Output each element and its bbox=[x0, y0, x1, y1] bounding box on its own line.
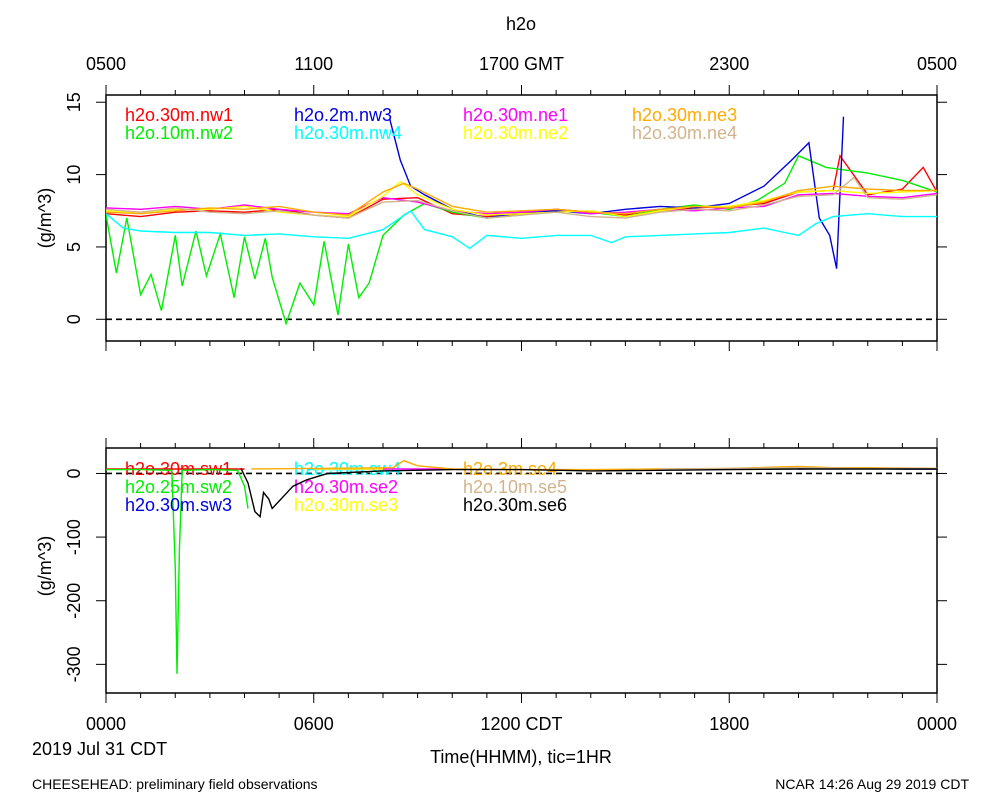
bottom-axis-tick-label: 0000 bbox=[86, 714, 126, 734]
top-axis-tick-label: 0500 bbox=[86, 54, 126, 74]
top-panel-y-axis-label: (g/m^3) bbox=[35, 188, 55, 248]
legend-entry-h2o.30m.se3: h2o.30m.se3 bbox=[294, 495, 398, 515]
footer-right-text: NCAR 14:26 Aug 29 2019 CDT bbox=[775, 776, 969, 792]
bottom-axis-tick-label: 0600 bbox=[294, 714, 334, 734]
series-line-h2o.25m.sw2 bbox=[106, 468, 249, 674]
series-line-h2o.10m.nw2 bbox=[106, 154, 937, 326]
legend-entry-h2o.10m.nw2: h2o.10m.nw2 bbox=[125, 123, 233, 143]
top-axis-tick-label: 2300 bbox=[709, 54, 749, 74]
bottom-axis-tick-label: 1200 CDT bbox=[480, 714, 562, 734]
top-axis-tick-label: 1700 GMT bbox=[479, 54, 564, 74]
bottom-y-tick-label: -100 bbox=[64, 519, 84, 555]
bottom-panel-y-axis-label: (g/m^3) bbox=[35, 536, 55, 596]
legend-entry-h2o.30m.ne1: h2o.30m.ne1 bbox=[463, 105, 568, 125]
legend-entry-h2o.25m.sw2: h2o.25m.sw2 bbox=[125, 477, 232, 497]
bottom-y-tick-label: 0 bbox=[64, 468, 84, 478]
series-line-h2o.30m.se6 bbox=[240, 468, 937, 519]
top-y-tick-label: 0 bbox=[64, 314, 84, 324]
bottom-y-tick-label: -200 bbox=[64, 583, 84, 619]
top-axis-tick-label: 1100 bbox=[294, 54, 333, 74]
legend-entry-h2o.30m.ne4: h2o.30m.ne4 bbox=[632, 123, 737, 143]
footer-left-text: CHEESEHEAD: preliminary field observatio… bbox=[32, 776, 318, 792]
series-line-h2o.2m.nw3 bbox=[389, 116, 845, 269]
legend-entry-h2o.30m.sw3: h2o.30m.sw3 bbox=[125, 495, 232, 515]
bottom-axis-tick-label: 1800 bbox=[709, 714, 749, 734]
legend-entry-h2o.30m.ne3: h2o.30m.ne3 bbox=[632, 105, 737, 125]
legend-entry-h2o.30m.sw1: h2o.30m.sw1 bbox=[125, 459, 232, 479]
bottom-axis-tick-label: 0000 bbox=[917, 714, 957, 734]
top-y-tick-label: 10 bbox=[64, 165, 84, 185]
series-line-h2o.30m.ne3 bbox=[106, 182, 937, 216]
series-line-h2o.30m.nw4 bbox=[106, 209, 937, 250]
series-line-h2o.30m.ne1 bbox=[106, 192, 937, 215]
x-axis-label: Time(HHMM), tic=1HR bbox=[430, 747, 612, 767]
series-line-h2o.30m.ne4 bbox=[106, 176, 937, 219]
bottom-y-tick-label: -300 bbox=[64, 646, 84, 682]
legend-entry-h2o.30m.nw4: h2o.30m.nw4 bbox=[294, 123, 402, 143]
chart-marks: 051015h2o.30m.nw1h2o.10m.nw2h2o.2m.nw3h2… bbox=[64, 54, 957, 734]
top-axis-tick-label: 0500 bbox=[917, 54, 957, 74]
legend-entry-h2o.30m.nw1: h2o.30m.nw1 bbox=[125, 105, 233, 125]
top-y-tick-label: 15 bbox=[64, 92, 84, 112]
legend-entry-h2o.2m.nw3: h2o.2m.nw3 bbox=[294, 105, 392, 125]
chart-title: h2o bbox=[506, 14, 536, 34]
series-line-h2o.30m.ne2 bbox=[106, 180, 937, 218]
legend-entry-h2o.30m.ne2: h2o.30m.ne2 bbox=[463, 123, 568, 143]
legend-entry-h2o.30m.se2: h2o.30m.se2 bbox=[294, 477, 398, 497]
legend-entry-h2o.30m.se6: h2o.30m.se6 bbox=[463, 495, 567, 515]
top-y-tick-label: 5 bbox=[64, 242, 84, 252]
date-label: 2019 Jul 31 CDT bbox=[32, 739, 167, 759]
legend-entry-h2o.10m.se5: h2o.10m.se5 bbox=[463, 477, 567, 497]
